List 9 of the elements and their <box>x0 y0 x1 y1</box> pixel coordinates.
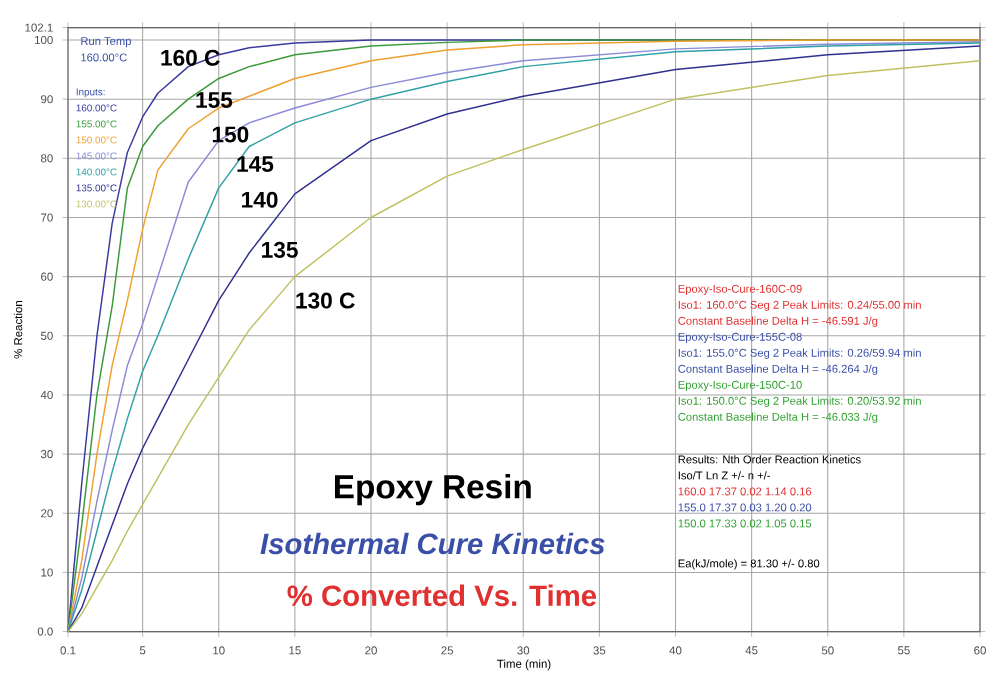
annotation: 130 C <box>296 292 355 309</box>
annotation: 145 <box>237 156 274 173</box>
text: Isothermal Cure Kinetics <box>260 532 605 555</box>
text: Epoxy Resin <box>334 474 531 506</box>
annotation: 135 <box>262 242 298 259</box>
annotation: 140 <box>242 191 278 208</box>
annotation: 150 <box>212 126 249 143</box>
annotation: % Converted Vs. Time <box>287 584 597 607</box>
annotation: 155 <box>196 92 233 109</box>
